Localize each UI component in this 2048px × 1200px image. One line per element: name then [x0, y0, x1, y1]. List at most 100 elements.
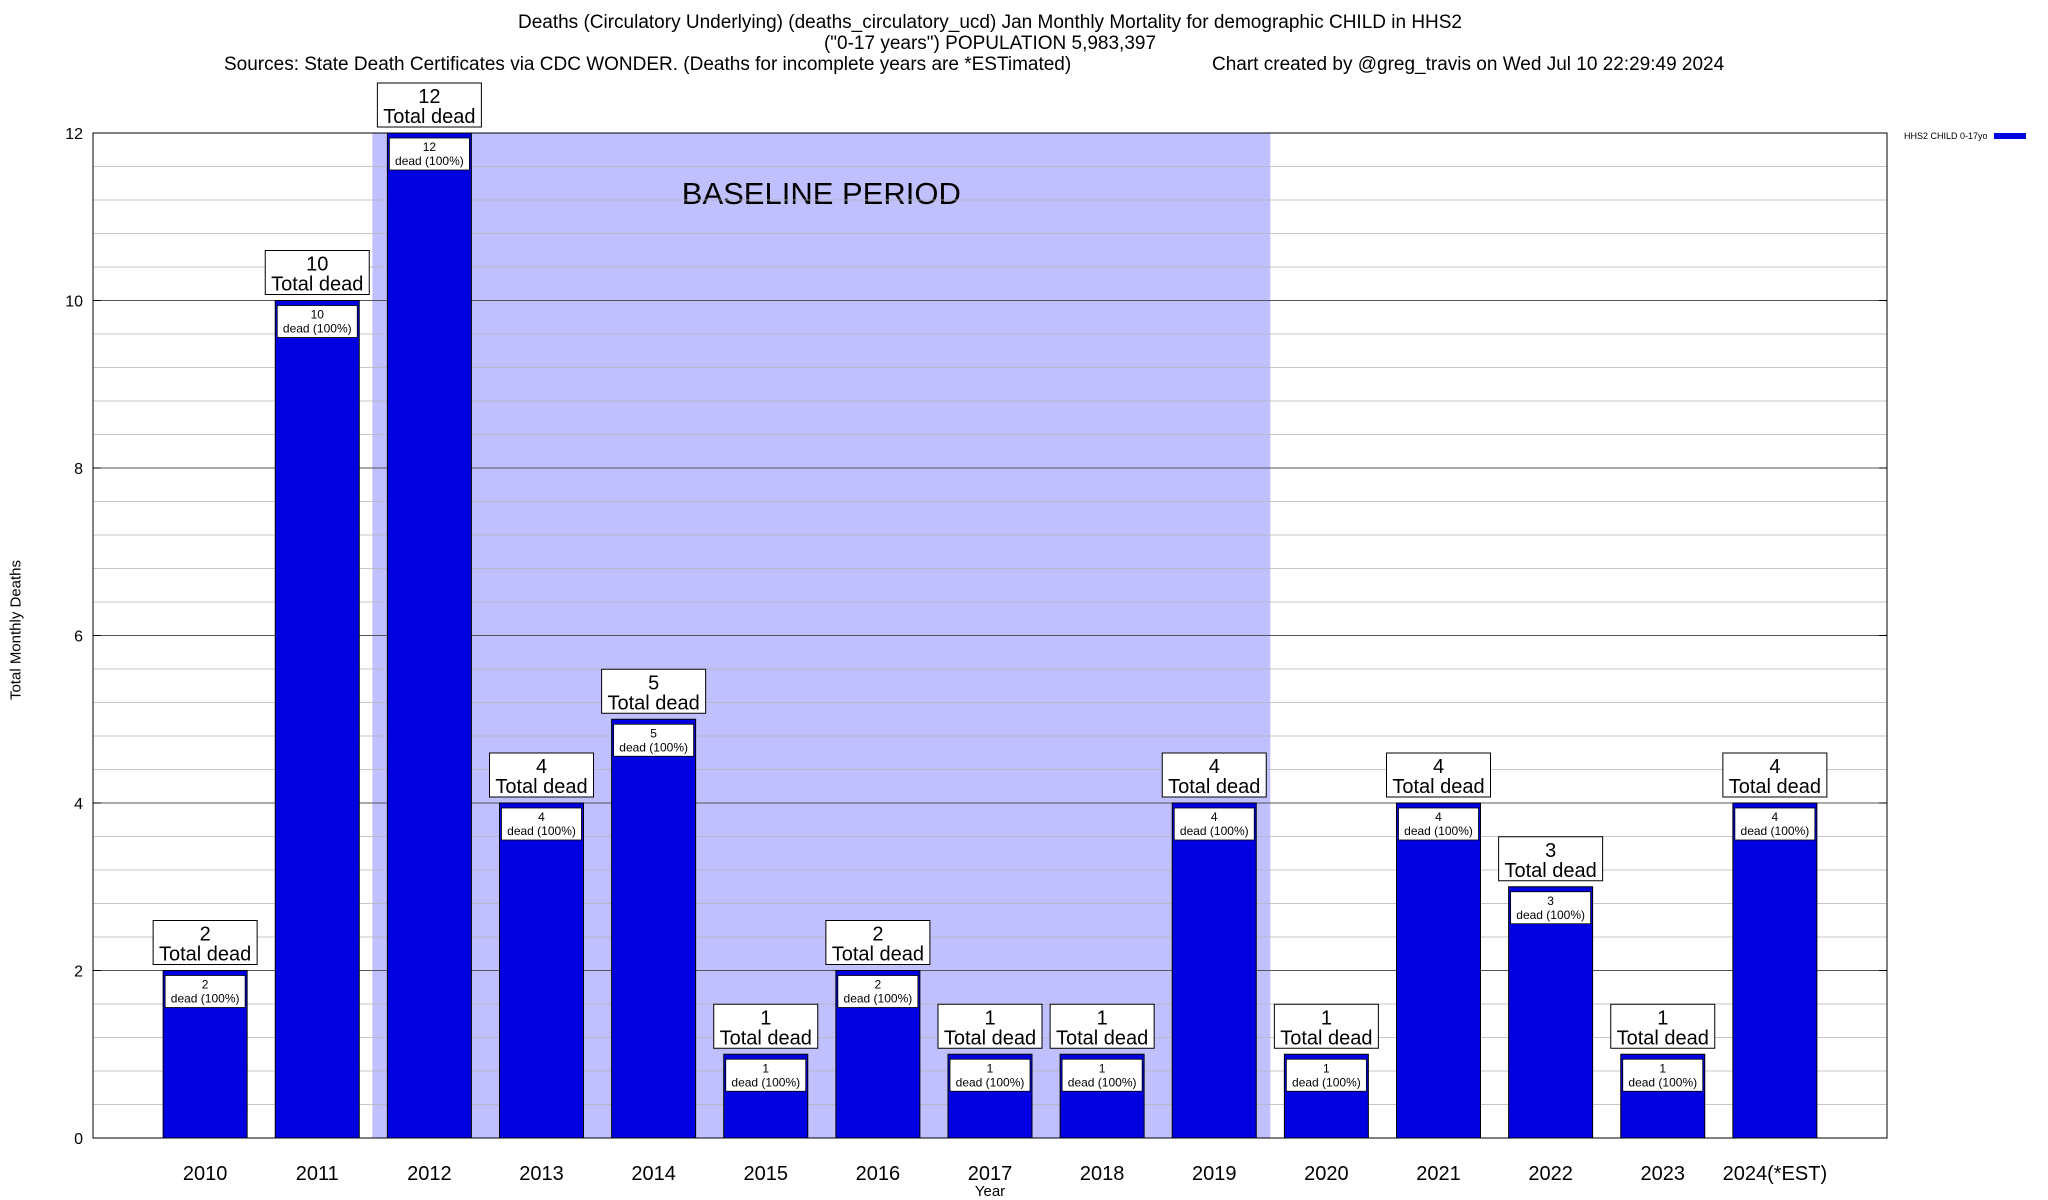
bar-inner-label: dead (100%) [283, 322, 352, 336]
bar-inner-value: 4 [1435, 810, 1442, 824]
bar [611, 718, 697, 1139]
bar-inner-label-box [613, 723, 695, 757]
bar-total-value: 10 [306, 254, 328, 276]
bar-total-label-box [489, 752, 594, 798]
bar-total-value: 5 [648, 672, 659, 694]
bar-total-label: Total dead [159, 944, 251, 966]
bar-total-value: 2 [200, 924, 211, 946]
bar-inner-label-box [276, 305, 358, 338]
bar-inner-label-box [501, 807, 582, 841]
bar-inner-value: 2 [875, 978, 882, 992]
x-axis-title: Year [974, 1183, 1006, 1200]
bar-total-label-box [1273, 1003, 1379, 1049]
bar [386, 132, 472, 1139]
y-tick-label: 6 [74, 629, 83, 646]
x-tick-label: 2022 [1528, 1163, 1573, 1185]
bar-inner-label: dead (100%) [844, 992, 913, 1006]
bar-total-value: 1 [760, 1007, 771, 1029]
bar-total-label-box [1498, 836, 1604, 882]
bar-inner-value: 4 [1211, 810, 1218, 824]
bar-inner-value: 1 [762, 1061, 769, 1075]
bar-inner-label-box [725, 1058, 807, 1092]
y-tick-label: 12 [65, 126, 83, 143]
legend-swatch [1993, 133, 2026, 139]
x-tick-label: 2019 [1192, 1163, 1237, 1185]
bar-inner-label-box [1398, 807, 1479, 841]
bar-total-label-box [1722, 752, 1828, 798]
bar [499, 802, 584, 1139]
chart-subtitle: ("0-17 years") POPULATION 5,983,397 [823, 33, 1157, 54]
bar-inner-label: dead (100%) [1180, 824, 1249, 838]
bar-total-value: 1 [1097, 1007, 1108, 1029]
bar-inner-value: 1 [987, 1061, 994, 1075]
bar-inner-label-box [164, 975, 246, 1008]
bar-inner-label: dead (100%) [1516, 908, 1585, 922]
bar-inner-label-box [837, 975, 919, 1008]
bar-inner-value: 3 [1547, 894, 1554, 908]
bar-total-label-box [1610, 1003, 1716, 1049]
bar-total-label: Total dead [1504, 860, 1596, 882]
chart-credit: Chart created by @greg_travis on Wed Jul… [1212, 54, 1725, 75]
y-tick-label: 10 [65, 294, 83, 311]
bar-inner-value: 1 [1099, 1061, 1106, 1075]
bar-total-label-box [1386, 752, 1491, 798]
legend-label: HHS2 CHILD 0-17yo [1904, 131, 1988, 141]
x-tick-label: 2012 [407, 1163, 452, 1185]
x-tick-label: 2023 [1641, 1163, 1686, 1185]
bar-total-label: Total dead [1729, 776, 1821, 798]
bar-total-label: Total dead [720, 1027, 812, 1049]
bar-total-value: 3 [1545, 840, 1556, 862]
bar-total-value: 4 [536, 756, 547, 778]
bar-total-value: 1 [1321, 1007, 1332, 1029]
bar-inner-label-box [1173, 807, 1255, 841]
bar-total-label: Total dead [1280, 1027, 1372, 1049]
bar-inner-value: 10 [311, 308, 325, 322]
x-tick-label: 2018 [1080, 1163, 1125, 1185]
bar-inner-label-box [949, 1058, 1031, 1092]
bar-inner-value: 1 [1323, 1061, 1330, 1075]
x-tick-label: 2011 [296, 1163, 339, 1185]
x-tick-label: 2015 [744, 1163, 789, 1185]
y-tick-label: 4 [74, 796, 83, 813]
bar-inner-label-box [1734, 807, 1816, 841]
bar-inner-value: 1 [1659, 1061, 1666, 1075]
bar-total-label: Total dead [1168, 776, 1260, 798]
x-tick-label: 2024(*EST) [1723, 1163, 1828, 1185]
bar-inner-label-box [1285, 1058, 1367, 1092]
bar-total-label: Total dead [1056, 1027, 1148, 1049]
bar-total-value: 4 [1433, 756, 1444, 778]
bar [1508, 886, 1594, 1139]
x-tick-label: 2020 [1304, 1163, 1349, 1185]
bar-inner-value: 4 [1772, 810, 1779, 824]
bar-inner-label: dead (100%) [1628, 1075, 1697, 1089]
bar-total-value: 4 [1209, 756, 1220, 778]
bar-total-label: Total dead [271, 274, 363, 296]
bar-total-label: Total dead [383, 106, 475, 128]
y-tick-label: 0 [74, 1131, 83, 1148]
bar-total-label: Total dead [1392, 776, 1484, 798]
bar [1732, 802, 1818, 1139]
bar-total-value: 1 [1657, 1007, 1668, 1029]
bar-total-label-box [601, 668, 707, 714]
bar-inner-label: dead (100%) [507, 824, 576, 838]
bar-inner-label-box [1510, 891, 1592, 925]
bar-total-label-box [937, 1003, 1043, 1049]
bar-total-value: 4 [1769, 756, 1780, 778]
bar [1171, 802, 1257, 1139]
bar [1396, 802, 1481, 1139]
x-tick-label: 2016 [856, 1163, 901, 1185]
bar-inner-value: 4 [538, 810, 545, 824]
bar-total-label-box [376, 82, 482, 128]
bar-inner-value: 2 [202, 978, 209, 992]
bar-total-label: Total dead [495, 776, 587, 798]
bar-total-value: 12 [418, 86, 440, 108]
bar-inner-value: 12 [423, 140, 437, 154]
bar-inner-label: dead (100%) [1741, 824, 1810, 838]
bar-total-label-box [713, 1003, 819, 1049]
y-axis-title: Total Monthly Deaths [7, 559, 25, 701]
bar-inner-label-box [388, 137, 470, 171]
bar-inner-label: dead (100%) [171, 992, 240, 1006]
x-tick-label: 2021 [1416, 1163, 1461, 1185]
bar-total-label-box [1161, 752, 1267, 798]
bar-inner-label: dead (100%) [956, 1075, 1025, 1089]
